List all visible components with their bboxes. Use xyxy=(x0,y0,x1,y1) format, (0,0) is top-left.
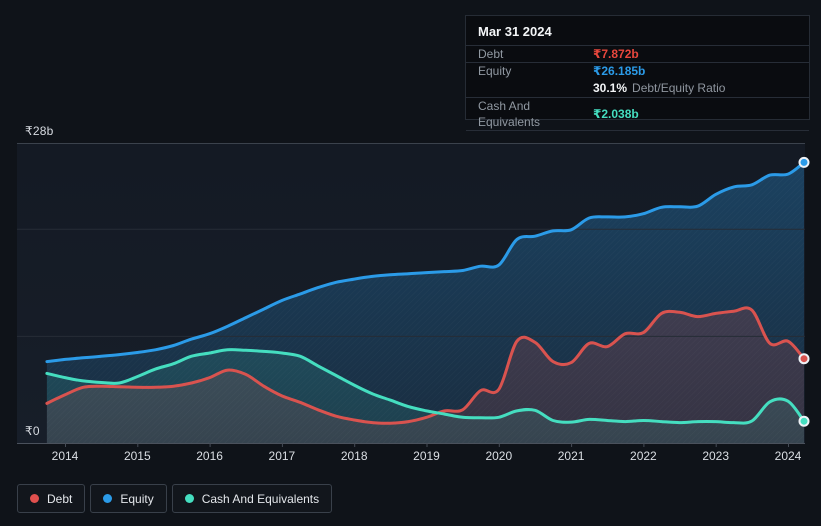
chart-legend: Debt Equity Cash And Equivalents xyxy=(17,484,333,513)
x-tick-label-2020: 2020 xyxy=(485,449,513,463)
tooltip-debt-value: ₹7.872b xyxy=(593,47,639,61)
x-tick-label-2018: 2018 xyxy=(340,449,368,463)
tooltip-cash-value: ₹2.038b xyxy=(593,107,639,121)
y-axis-label-max: ₹28b xyxy=(25,124,54,138)
x-tick-label-2021: 2021 xyxy=(557,449,585,463)
legend-item-cash[interactable]: Cash And Equivalents xyxy=(171,484,333,513)
x-tick-label-2015: 2015 xyxy=(123,449,151,463)
tooltip-cash-label: Cash And Equivalents xyxy=(478,99,541,129)
tooltip-row-debt: Debt ₹7.872b xyxy=(466,45,809,62)
legend-cash-label: Cash And Equivalents xyxy=(201,491,320,506)
x-tick-label-2023: 2023 xyxy=(702,449,730,463)
debt-color-dot xyxy=(30,494,39,503)
tooltip-debt-label: Debt xyxy=(478,47,504,61)
cash-color-dot xyxy=(184,494,194,503)
x-tick-label-2014: 2014 xyxy=(51,449,79,463)
chart-tooltip: Mar 31 2024 Debt ₹7.872b Equity ₹26.185b… xyxy=(465,15,810,131)
line-equity xyxy=(45,160,806,364)
tooltip-row-ratio: 30.1% Debt/Equity Ratio xyxy=(466,79,809,97)
equity-color-dot xyxy=(103,494,113,503)
x-tick-label-2022: 2022 xyxy=(630,449,657,463)
x-tick-label-2017: 2017 xyxy=(268,449,296,463)
tooltip-date: Mar 31 2024 xyxy=(478,24,552,39)
line-debt xyxy=(45,306,806,425)
tooltip-row-equity: Equity ₹26.185b xyxy=(466,62,809,79)
end-marker-cash-and-equivalents[interactable] xyxy=(798,415,810,427)
legend-item-debt[interactable]: Debt xyxy=(17,484,86,513)
tooltip-ratio-label: Debt/Equity Ratio xyxy=(632,81,726,95)
x-tick-label-2024: 2024 xyxy=(774,449,802,463)
end-marker-debt[interactable] xyxy=(798,353,810,365)
end-marker-equity[interactable] xyxy=(798,156,810,168)
x-tick-label-2019: 2019 xyxy=(413,449,440,463)
tooltip-ratio-value: 30.1% xyxy=(593,81,628,95)
tooltip-row-cash: Cash And Equivalents ₹2.038b xyxy=(466,97,809,131)
y-axis-label-zero: ₹0 xyxy=(25,424,40,438)
line-cash-and-equivalents xyxy=(45,348,806,425)
tooltip-equity-label: Equity xyxy=(478,64,512,78)
x-tick-label-2016: 2016 xyxy=(196,449,223,463)
legend-equity-label: Equity xyxy=(120,491,154,506)
legend-debt-label: Debt xyxy=(47,491,73,506)
legend-item-equity[interactable]: Equity xyxy=(90,484,167,513)
tooltip-equity-value: ₹26.185b xyxy=(593,64,646,78)
x-axis-labels: 2014 2015 2016 2017 2018 2019 2020 2021 2022 2023… xyxy=(0,449,821,465)
